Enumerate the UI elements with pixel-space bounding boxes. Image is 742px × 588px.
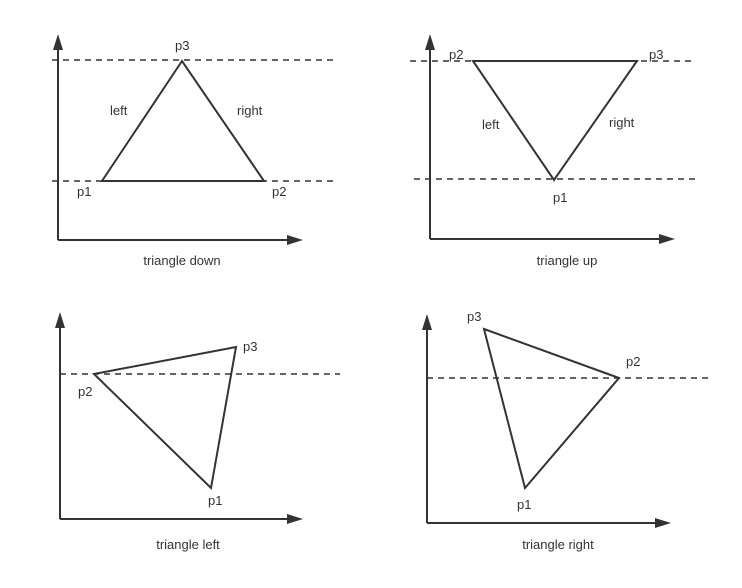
panel-triangle-down: p3 p1 p2 left right triangle down [52,34,334,268]
point-label-p2: p2 [272,184,286,199]
point-label-p2: p2 [626,354,640,369]
point-label-p1: p1 [517,497,531,512]
edge-label-right: right [237,103,263,118]
x-axis-arrowhead [287,514,303,524]
panel-triangle-left: p2 p3 p1 triangle left [55,312,340,552]
axes [53,34,303,245]
point-label-p2: p2 [449,47,463,62]
caption: triangle right [522,537,594,552]
caption: triangle up [537,253,598,268]
axes [55,312,303,524]
point-label-p1: p1 [553,190,567,205]
point-label-p3: p3 [467,309,481,324]
point-label-p3: p3 [649,47,663,62]
y-axis-arrowhead [53,34,63,50]
point-label-p3: p3 [243,339,257,354]
x-axis-arrowhead [655,518,671,528]
point-label-p2: p2 [78,384,92,399]
point-label-p1: p1 [77,184,91,199]
edge-label-left: left [110,103,128,118]
y-axis-arrowhead [422,314,432,330]
triangle [100,59,266,182]
triangle [471,60,639,182]
triangle [482,327,621,491]
triangle [91,345,238,491]
point-label-p3: p3 [175,38,189,53]
caption: triangle left [156,537,220,552]
edge-label-right: right [609,115,635,130]
x-axis-arrowhead [659,234,675,244]
y-axis-arrowhead [55,312,65,328]
x-axis-arrowhead [287,235,303,245]
axes [422,314,671,528]
y-axis-arrowhead [425,34,435,50]
edge-label-left: left [482,117,500,132]
panel-triangle-up: p2 p3 p1 left right triangle up [410,34,697,268]
point-label-p1: p1 [208,493,222,508]
axes [425,34,675,244]
panel-triangle-right: p3 p2 p1 triangle right [422,309,708,552]
caption: triangle down [143,253,220,268]
